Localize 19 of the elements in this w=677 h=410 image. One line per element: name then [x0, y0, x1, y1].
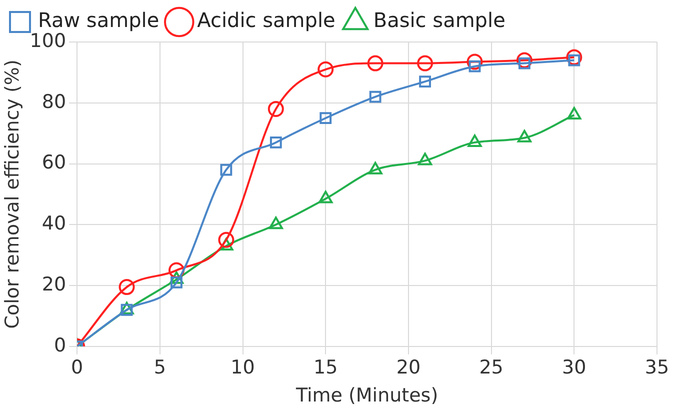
x-tick-label: 35	[644, 356, 670, 379]
y-tick-label: 100	[30, 30, 66, 52]
legend-label: Raw sample	[38, 8, 160, 32]
y-tick-label: 60	[42, 152, 66, 174]
x-tick-label: 10	[230, 356, 255, 379]
x-tick-label: 0	[71, 356, 84, 379]
x-tick-label: 5	[154, 356, 166, 379]
x-tick-label: 25	[479, 356, 504, 379]
y-axis-title: Color removal efficiency (%)	[1, 60, 24, 329]
x-axis-title: Time (Minutes)	[294, 384, 438, 407]
y-tick-label: 20	[42, 273, 66, 296]
x-tick-label: 20	[396, 356, 421, 379]
y-tick-label: 80	[42, 90, 66, 113]
legend-label: Basic sample	[373, 8, 506, 32]
x-tick-label: 30	[562, 356, 586, 379]
x-tick-label: 15	[314, 356, 338, 379]
legend-label: Acidic sample	[197, 8, 336, 32]
y-tick-label: 0	[54, 334, 66, 356]
y-tick-label: 40	[42, 212, 66, 235]
